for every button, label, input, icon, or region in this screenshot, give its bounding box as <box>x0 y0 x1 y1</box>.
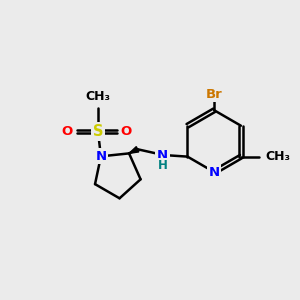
Polygon shape <box>129 147 139 153</box>
Text: S: S <box>93 124 103 139</box>
Text: N: N <box>95 150 106 163</box>
Text: O: O <box>120 125 131 138</box>
Text: Br: Br <box>206 88 223 100</box>
Text: O: O <box>61 125 72 138</box>
Text: CH₃: CH₃ <box>85 90 110 103</box>
Text: N: N <box>208 166 220 178</box>
Text: N: N <box>157 149 168 162</box>
Text: CH₃: CH₃ <box>266 150 291 163</box>
Text: H: H <box>158 159 167 172</box>
